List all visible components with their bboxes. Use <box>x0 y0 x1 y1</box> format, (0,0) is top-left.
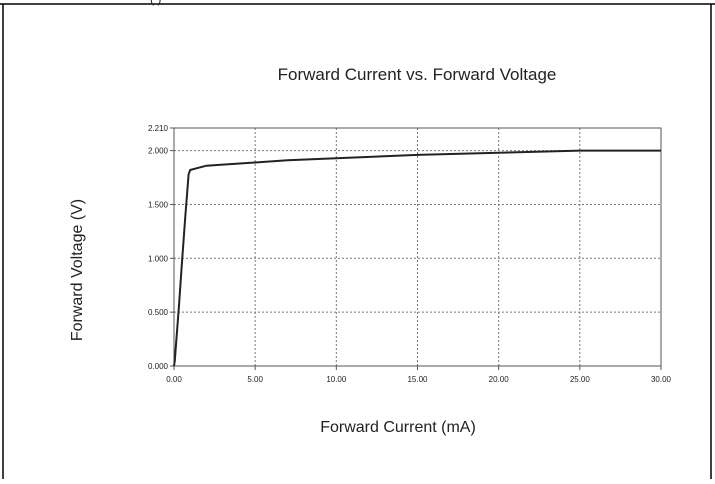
x-tick-label: 15.00 <box>407 375 428 384</box>
y-tick-label: 1.000 <box>148 254 169 263</box>
x-tick-label: 30.00 <box>651 375 672 384</box>
y-axis-label: Forward Voltage (V) <box>69 199 86 341</box>
series-line <box>173 149 661 367</box>
y-tick-label: 1.500 <box>148 200 169 209</box>
chart-title: Forward Current vs. Forward Voltage <box>278 65 557 84</box>
x-tick-label: 25.00 <box>570 375 591 384</box>
header-fragment: ( ) <box>150 0 161 6</box>
x-axis-label: Forward Current (mA) <box>320 419 476 436</box>
y-tick-label: 0.500 <box>148 308 169 317</box>
x-tick-label: 0.00 <box>166 375 182 384</box>
y-tick-labels: 0.000 0.500 1.000 1.500 2.000 2.210 <box>148 124 174 371</box>
x-tick-label: 10.00 <box>326 375 347 384</box>
y-tick-label: 2.210 <box>148 124 169 133</box>
y-tick-label: 0.000 <box>148 362 169 371</box>
x-tick-label: 20.00 <box>489 375 510 384</box>
x-tick-label: 5.00 <box>247 375 263 384</box>
y-tick-label: 2.000 <box>148 147 169 156</box>
x-tick-labels: 0.00 5.00 10.00 15.00 20.00 25.00 30.00 <box>166 366 672 384</box>
